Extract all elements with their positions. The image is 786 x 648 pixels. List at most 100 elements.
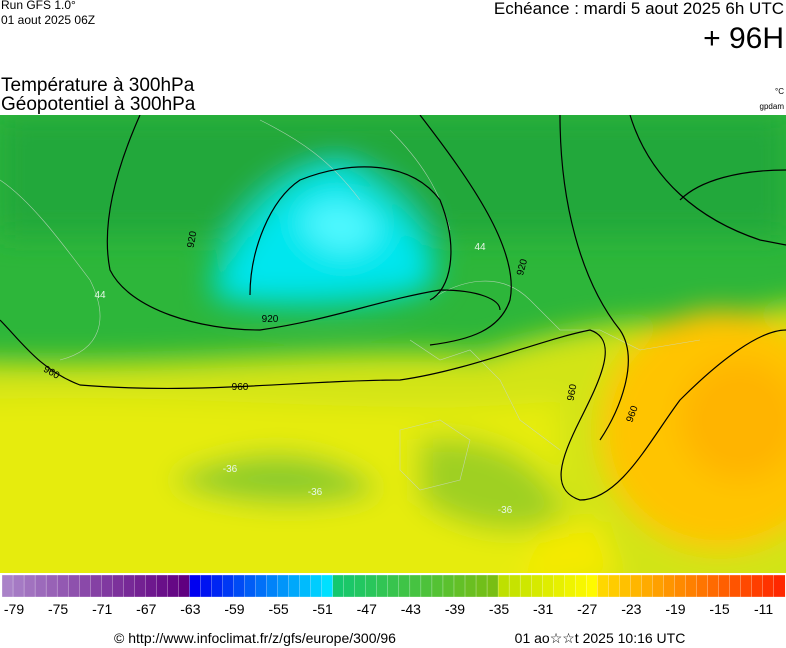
colorbar-swatch	[354, 574, 367, 598]
colorbar-tick-label: -43	[401, 601, 421, 617]
colorbar-swatch	[56, 574, 69, 598]
colorbar-swatch	[508, 574, 521, 598]
colorbar-swatch	[332, 574, 345, 598]
colorbar-tick-label: -55	[268, 601, 288, 617]
colorbar-tick-label: -23	[621, 601, 641, 617]
colorbar-swatch	[277, 574, 290, 598]
title-geopotential: Géopotentiel à 300hPa	[1, 94, 196, 115]
contour-label: 920	[262, 314, 279, 325]
colorbar-swatch	[685, 574, 698, 598]
colorbar-swatch	[497, 574, 510, 598]
colorbar-swatch	[178, 574, 191, 598]
colorbar-swatch	[34, 574, 47, 598]
colorbar-swatch	[189, 574, 202, 598]
colorbar	[1, 574, 786, 598]
colorbar-swatch	[420, 574, 433, 598]
contour-label: 920	[515, 257, 530, 276]
colorbar-swatch	[431, 574, 444, 598]
colorbar-swatch	[619, 574, 632, 598]
colorbar-tick-label: -51	[313, 601, 333, 617]
colorbar-swatch	[134, 574, 146, 598]
colorbar-swatch	[299, 574, 312, 598]
colorbar-swatch	[542, 574, 554, 598]
colorbar-swatch	[530, 574, 543, 598]
temperature-label: -36	[308, 487, 323, 498]
temperature-label: 44	[474, 242, 486, 253]
colorbar-swatch	[663, 574, 676, 598]
colorbar-swatch	[729, 574, 742, 598]
colorbar-tick-label: -27	[577, 601, 597, 617]
colorbar-tick-label: -19	[665, 601, 685, 617]
colorbar-swatch	[266, 574, 279, 598]
colorbar-swatch	[200, 574, 213, 598]
colorbar-swatch	[442, 574, 455, 598]
colorbar-swatch	[564, 574, 576, 598]
temperature-label: -36	[223, 464, 238, 475]
colorbar-swatch	[310, 574, 323, 598]
colorbar-tick-label: -39	[445, 601, 465, 617]
colorbar-swatch	[79, 574, 91, 598]
colorbar-tick-label: -15	[709, 601, 729, 617]
colorbar-swatch	[376, 574, 389, 598]
colorbar-tick-label: -67	[136, 601, 156, 617]
colorbar-ticks: -79 -75 -71 -67 -63 -59 -55 -51 -47 -43 -39 -35 -31 -…	[4, 601, 774, 617]
colorbar-swatch	[674, 574, 687, 598]
colorbar-swatch	[641, 574, 654, 598]
colorbar-tick-label: -63	[180, 601, 200, 617]
colorbar-swatch	[718, 574, 731, 598]
unit-temperature: °C	[775, 87, 784, 96]
colorbar-swatch	[288, 574, 301, 598]
colorbar-swatch	[90, 574, 102, 598]
colorbar-swatch	[608, 574, 620, 598]
unit-geopotential: gpdam	[760, 102, 785, 111]
colorbar-swatch	[575, 574, 587, 598]
run: Run GFS 1.0°	[1, 0, 76, 12]
colorbar-tick-label: -71	[92, 601, 112, 617]
colorbar-swatch	[255, 574, 268, 598]
colorbar-tick-label: -59	[224, 601, 244, 617]
temperature-label: -36	[498, 505, 513, 516]
lead-time: + 96H	[703, 22, 784, 55]
colorbar-swatch	[519, 574, 532, 598]
colorbar-swatch	[167, 574, 180, 598]
temperature-label: 44	[94, 290, 106, 301]
colorbar-tick-label: -79	[4, 601, 24, 617]
colorbar-swatch	[45, 574, 58, 598]
source: © http://www.infoclimat.fr/z/gfs/europe/…	[114, 630, 396, 646]
colorbar-tick-label: -31	[533, 601, 553, 617]
colorbar-swatch	[211, 574, 224, 598]
colorbar-tick-label: -35	[489, 601, 509, 617]
colorbar-swatch	[453, 574, 466, 598]
colorbar-swatch	[123, 574, 135, 598]
colorbar-swatch	[630, 574, 643, 598]
timestamp: 01 ao☆☆t 2025 10:16 UTC	[515, 630, 686, 646]
colorbar-swatch	[707, 574, 720, 598]
colorbar-tick-label: -11	[754, 601, 773, 617]
colorbar-swatch	[112, 574, 124, 598]
colorbar-swatch	[475, 574, 488, 598]
colorbar-swatch	[233, 574, 246, 598]
colorbar-swatch	[740, 574, 753, 598]
colorbar-swatch	[12, 574, 25, 598]
colorbar-swatch	[409, 574, 422, 598]
colorbar-swatch	[244, 574, 257, 598]
run-time: 01 aout 2025 06Z	[1, 13, 95, 27]
colorbar-swatch	[67, 574, 80, 598]
colorbar-swatch	[486, 574, 499, 598]
colorbar-swatch	[101, 574, 113, 598]
colorbar-swatch	[586, 574, 598, 598]
colorbar-swatch	[222, 574, 235, 598]
colorbar-swatch	[365, 574, 378, 598]
colorbar-swatch	[597, 574, 609, 598]
colorbar-tick-label: -47	[357, 601, 377, 617]
colorbar-swatch	[343, 574, 356, 598]
colorbar-swatch	[321, 574, 334, 598]
colorbar-swatch	[762, 574, 775, 598]
contour-label: 920	[186, 230, 200, 249]
contour-label: 960	[566, 383, 580, 402]
contour-label: 960	[232, 382, 249, 393]
colorbar-swatch	[156, 574, 169, 598]
colorbar-swatch	[145, 574, 157, 598]
